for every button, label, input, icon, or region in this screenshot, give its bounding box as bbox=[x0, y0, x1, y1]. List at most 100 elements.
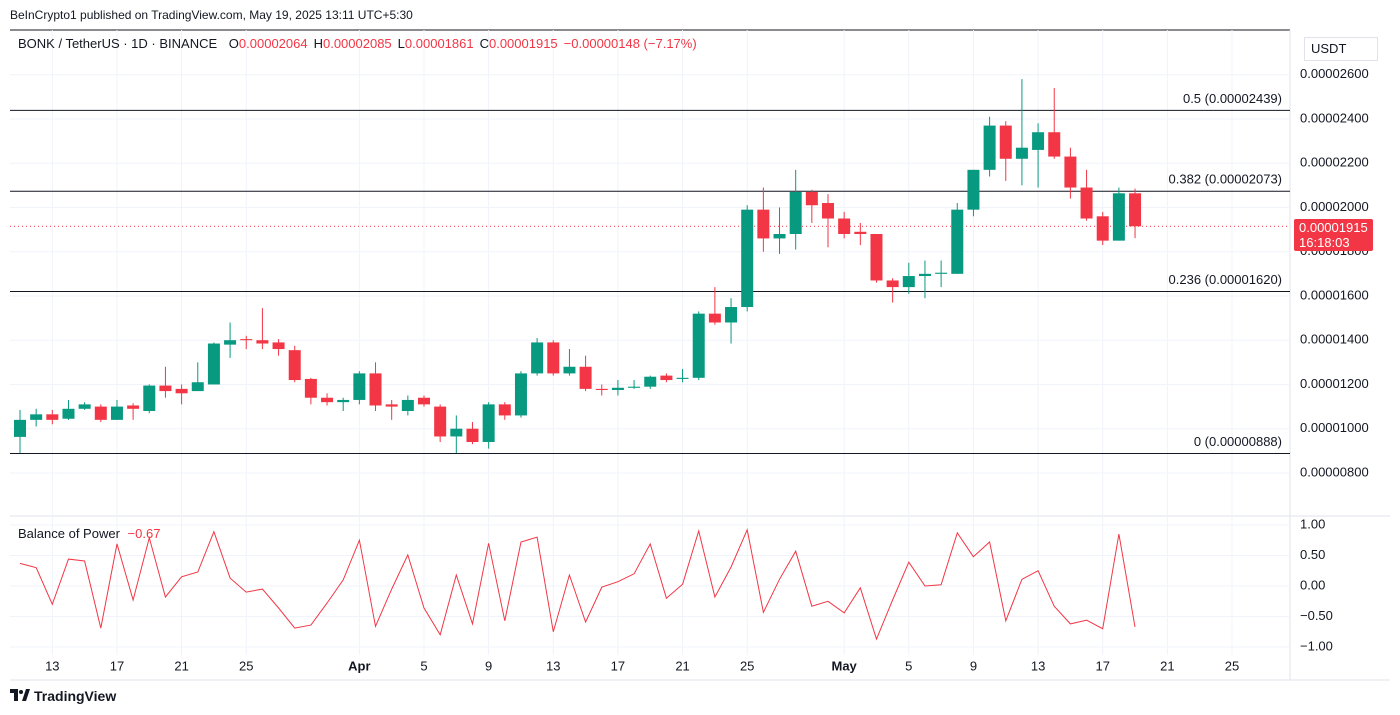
x-tick-label: 25 bbox=[239, 658, 253, 673]
y-tick-label: −0.50 bbox=[1300, 608, 1333, 623]
candle-body bbox=[789, 191, 802, 235]
candle-body bbox=[337, 399, 350, 403]
candle-body bbox=[676, 377, 689, 379]
candle-body bbox=[434, 406, 447, 437]
fib-label: 0.236 (0.00001620) bbox=[1169, 272, 1282, 287]
ohlc-value: 0.00001861 bbox=[404, 36, 474, 51]
footer-text: TradingView bbox=[34, 688, 117, 704]
candle-body bbox=[757, 209, 770, 239]
footer-logo: TradingView bbox=[10, 688, 116, 704]
candle-body bbox=[401, 399, 414, 412]
candle-body bbox=[143, 385, 156, 412]
x-tick-label: 5 bbox=[905, 658, 912, 673]
candle-body bbox=[838, 218, 851, 235]
ohlc-key: L bbox=[397, 36, 405, 51]
candle-body bbox=[46, 414, 59, 420]
candle-body bbox=[983, 125, 996, 170]
y-tick-label: 0.00001000 bbox=[1300, 420, 1369, 435]
candle-body bbox=[288, 350, 301, 381]
candle-body bbox=[1129, 193, 1142, 227]
candle-body bbox=[918, 273, 931, 277]
candle-body bbox=[240, 339, 253, 341]
candle-body bbox=[886, 280, 899, 288]
candle-body bbox=[805, 191, 818, 206]
x-tick-label: 25 bbox=[740, 658, 754, 673]
ohlc-value: 0.00002064 bbox=[238, 36, 308, 51]
y-tick-label: 0.00001600 bbox=[1300, 287, 1369, 302]
symbol: BONK / TetherUS · 1D · BINANCE bbox=[18, 36, 218, 51]
candle-body bbox=[773, 234, 786, 239]
ohlc-value: 0.00002085 bbox=[322, 36, 392, 51]
candle-body bbox=[708, 313, 721, 323]
candle-body bbox=[159, 385, 172, 392]
candle-body bbox=[579, 366, 592, 389]
candle-body bbox=[482, 404, 495, 442]
change: −0.00000148 (−7.17%) bbox=[563, 36, 697, 51]
candle-body bbox=[224, 340, 237, 345]
y-tick-label: 0.00002000 bbox=[1300, 199, 1369, 214]
fib-label: 0.382 (0.00002073) bbox=[1169, 172, 1282, 187]
candle-body bbox=[498, 404, 511, 416]
candle-body bbox=[967, 169, 980, 210]
candle-body bbox=[935, 272, 948, 274]
candle-body bbox=[595, 388, 608, 390]
candle-body bbox=[418, 397, 430, 405]
candle-body bbox=[207, 343, 220, 385]
candle-body bbox=[1096, 216, 1109, 241]
x-tick-label: 17 bbox=[611, 658, 625, 673]
x-tick-label: 17 bbox=[1095, 658, 1109, 673]
y-tick-label: 0.00002200 bbox=[1300, 155, 1369, 170]
candle-body bbox=[1064, 156, 1077, 188]
candle-body bbox=[822, 203, 834, 219]
x-tick-label: 21 bbox=[1160, 658, 1174, 673]
y-tick-label: 0.00002600 bbox=[1300, 66, 1369, 81]
indicator-legend: Balance of Power −0.67 bbox=[18, 526, 160, 541]
candle-body bbox=[175, 388, 188, 394]
candle-body bbox=[14, 419, 26, 437]
currency-button[interactable]: USDT bbox=[1304, 37, 1378, 61]
fib-label: 0.5 (0.00002439) bbox=[1183, 91, 1282, 106]
x-tick-label: 9 bbox=[485, 658, 492, 673]
candle-body bbox=[628, 386, 641, 388]
y-tick-label: 0.00001200 bbox=[1300, 376, 1369, 391]
candle-body bbox=[870, 234, 883, 281]
x-tick-label: 13 bbox=[45, 658, 59, 673]
candle-body bbox=[692, 313, 705, 378]
y-tick-label: 0.50 bbox=[1300, 547, 1325, 562]
candle-body bbox=[30, 414, 43, 420]
y-tick-label: 1.00 bbox=[1300, 516, 1325, 531]
fib-label: 0 (0.00000888) bbox=[1194, 434, 1282, 449]
last-price: 0.00001915 bbox=[1299, 220, 1368, 235]
candle-body bbox=[531, 342, 544, 374]
indicator-title: Balance of Power bbox=[18, 526, 120, 541]
candle-body bbox=[902, 276, 915, 288]
candle-body bbox=[741, 209, 754, 308]
x-tick-label: 21 bbox=[675, 658, 689, 673]
candle-body bbox=[563, 366, 576, 374]
symbol-legend: BONK / TetherUS · 1D · BINANCE O0.000020… bbox=[18, 36, 697, 51]
last-price-tag: 0.00001915 16:18:03 bbox=[1294, 219, 1373, 251]
ohlc-value: 0.00001915 bbox=[488, 36, 558, 51]
candle-body bbox=[1032, 132, 1045, 150]
candle-body bbox=[514, 373, 527, 416]
x-tick-label: 13 bbox=[1031, 658, 1045, 673]
candle-body bbox=[951, 209, 964, 274]
candle-body bbox=[999, 125, 1012, 159]
indicator-line bbox=[19, 528, 1136, 641]
y-tick-label: 0.00002400 bbox=[1300, 110, 1369, 125]
indicator-value: −0.67 bbox=[127, 526, 161, 541]
candle-body bbox=[644, 376, 657, 387]
y-tick-label: 0.00001400 bbox=[1300, 332, 1369, 347]
candle-body bbox=[1080, 187, 1093, 219]
ohlc-key: H bbox=[313, 36, 323, 51]
ohlc-key: O bbox=[228, 36, 239, 51]
candle-body bbox=[1015, 147, 1028, 159]
candle-body bbox=[353, 373, 366, 400]
x-tick-label: May bbox=[832, 658, 858, 673]
x-tick-label: 17 bbox=[110, 658, 124, 673]
candle-body bbox=[725, 307, 738, 323]
countdown: 16:18:03 bbox=[1299, 235, 1350, 250]
candle-body bbox=[1112, 193, 1125, 241]
candle-body bbox=[62, 408, 75, 419]
